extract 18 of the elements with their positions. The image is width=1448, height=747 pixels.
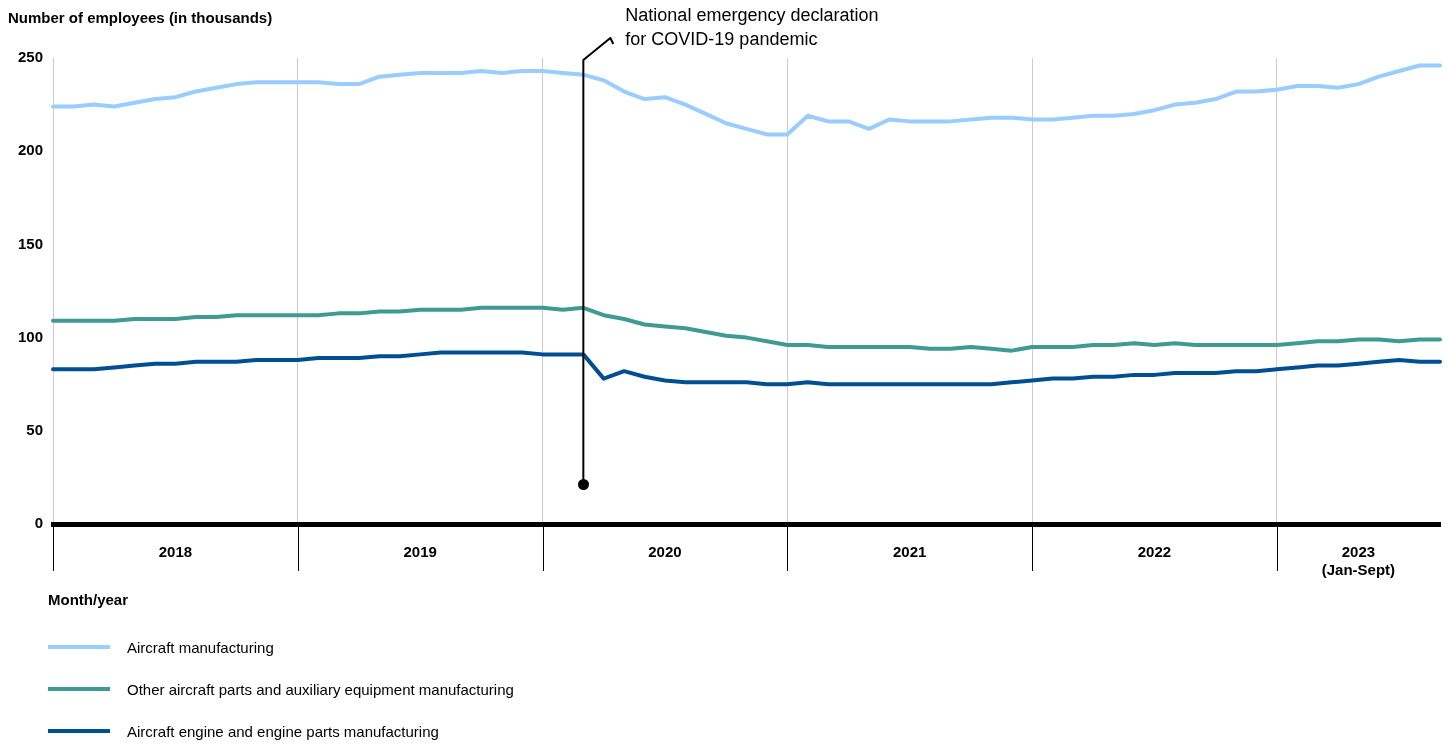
x-tick-label: 2023 (Jan-Sept)	[1321, 543, 1396, 579]
y-tick-label: 50	[26, 420, 44, 438]
x-tick-label: 2021	[893, 543, 927, 561]
x-tick-label: 2018	[158, 543, 193, 561]
y-tick-label: 100	[18, 327, 44, 345]
y-axis-title: Number of employees (in thousands)	[8, 9, 273, 27]
x-tick-label: 2020	[648, 543, 682, 561]
x-axis-title: Month/year	[48, 591, 129, 608]
x-tick-label: 2022	[1137, 543, 1172, 561]
y-tick-label: 250	[18, 48, 44, 66]
legend-label: Aircraft manufacturing	[127, 638, 274, 656]
y-tick-label: 150	[18, 234, 44, 252]
legend-label: Other aircraft parts and auxiliary equipment manufacturing	[127, 680, 514, 698]
legend-label: Aircraft engine and engine parts manufacturing	[127, 722, 439, 740]
x-tick-label: 2019	[403, 543, 437, 561]
y-tick-label: 0	[34, 514, 44, 532]
y-tick-label: 200	[18, 141, 44, 159]
ref-line-label: National emergency declaration for COVID-19 pandemic	[625, 4, 879, 49]
